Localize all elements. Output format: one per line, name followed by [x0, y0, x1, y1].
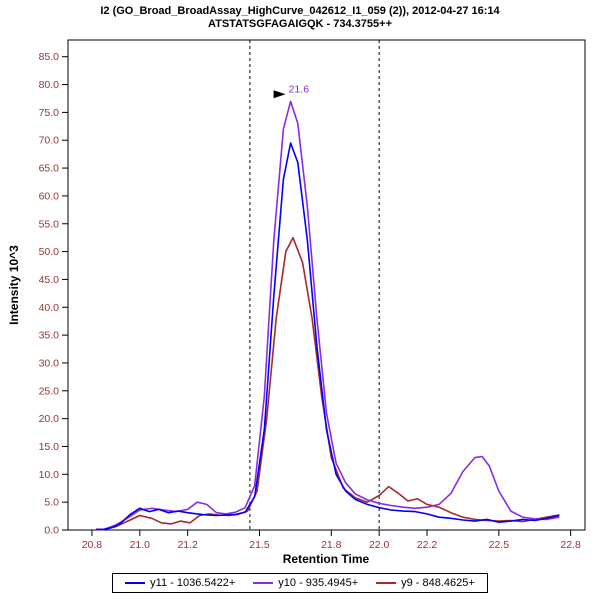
y-tick-label: 55.0 — [39, 218, 60, 230]
y-tick-label: 20.0 — [39, 413, 60, 425]
y-tick-label: 50.0 — [39, 246, 60, 258]
chart-title-block: I2 (GO_Broad_BroadAssay_HighCurve_042612… — [0, 0, 600, 31]
y-tick-label: 75.0 — [39, 107, 60, 119]
y-axis-title: Intensity 10^3 — [7, 245, 21, 325]
peak-annotation-arrow-icon — [273, 90, 286, 99]
chromatogram-plot[interactable]: Intensity 10^3 Retention Time 0.0 5.0 10.0… — [0, 30, 600, 570]
legend-label-y11: y11 - 1036.5422+ — [150, 577, 236, 589]
x-tick-label: 21.8 — [321, 539, 342, 551]
y-tick-label: 85.0 — [39, 51, 60, 63]
legend-label-y10: y10 - 935.4945+ — [278, 577, 359, 589]
x-tick-label: 21.2 — [177, 539, 198, 551]
series-line-y10[interactable] — [95, 100, 560, 531]
y-tick-label: 30.0 — [39, 357, 60, 369]
y-tick-label: 10.0 — [39, 469, 60, 481]
x-tick-label: 21.5 — [249, 539, 270, 551]
legend-item-y11: y11 - 1036.5422+ — [125, 577, 235, 589]
legend-row: y11 - 1036.5422+ y10 - 935.4945+ y9 - 84… — [0, 571, 600, 593]
y-tick-label: 0.0 — [44, 525, 59, 537]
x-tick-label: 21.0 — [130, 539, 151, 551]
chart-title-line1: I2 (GO_Broad_BroadAssay_HighCurve_042612… — [100, 5, 500, 17]
y-tick-label: 5.0 — [44, 497, 59, 509]
chart-title-line2: ATSTATSGFAGAIGQK - 734.3755++ — [208, 18, 392, 30]
y-tick-label: 70.0 — [39, 135, 60, 147]
y-tick-label: 15.0 — [39, 441, 60, 453]
legend-item-y10: y10 - 935.4945+ — [253, 577, 358, 589]
legend-item-y9: y9 - 848.4625+ — [376, 577, 475, 589]
series-line-y9[interactable] — [95, 236, 560, 531]
peak-annotation-label[interactable]: 21.6 — [289, 83, 310, 95]
y9-line-swatch-icon — [376, 582, 397, 584]
y-tick-label: 60.0 — [39, 190, 60, 202]
x-tick-label: 22.5 — [489, 539, 510, 551]
plot-area-border — [67, 39, 586, 531]
x-tick-label: 22.2 — [417, 539, 438, 551]
y-tick-label: 45.0 — [39, 274, 60, 286]
chart-legend: y11 - 1036.5422+ y10 - 935.4945+ y9 - 84… — [112, 573, 488, 593]
series-line-y11[interactable] — [95, 142, 560, 531]
y-tick-label: 25.0 — [39, 385, 60, 397]
y-tick-label: 65.0 — [39, 163, 60, 175]
y-tick-label: 35.0 — [39, 330, 60, 342]
x-axis-title: Retention Time — [283, 552, 370, 566]
x-tick-label: 22.8 — [560, 539, 581, 551]
legend-label-y9: y9 - 848.4625+ — [401, 577, 475, 589]
y-tick-label: 80.0 — [39, 79, 60, 91]
x-tick-label: 20.8 — [82, 539, 103, 551]
y-tick-label: 40.0 — [39, 302, 60, 314]
y11-line-swatch-icon — [125, 582, 146, 584]
y10-line-swatch-icon — [253, 582, 274, 584]
x-tick-label: 22.0 — [369, 539, 390, 551]
